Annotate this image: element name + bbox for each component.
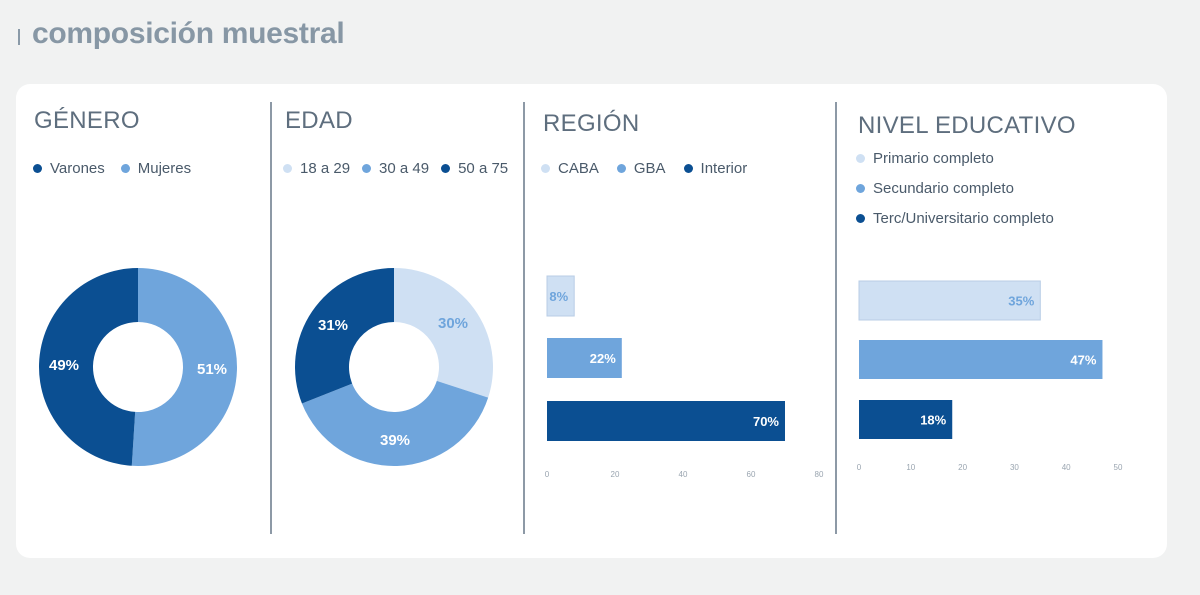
legend-item: Terc/Universitario completo — [856, 203, 1054, 233]
legend-label: GBA — [633, 160, 666, 177]
legend-swatch — [33, 164, 42, 173]
panel-divider — [270, 102, 272, 534]
legend-swatch — [283, 164, 292, 173]
legend-label: Interior — [700, 160, 748, 177]
legend-swatch — [441, 164, 451, 173]
panel-divider — [523, 102, 525, 534]
legend-swatch — [120, 164, 130, 173]
legend-item: 30 a 49 — [362, 160, 429, 177]
genero-title: GÉNERO — [34, 107, 140, 134]
legend-label: Terc/Universitario completo — [873, 209, 1054, 227]
legend-swatch — [541, 164, 550, 173]
nivel-title: NIVEL EDUCATIVO — [858, 112, 1076, 139]
legend-swatch — [362, 164, 372, 173]
page-title: composición muestral — [32, 17, 345, 50]
legend-swatch — [856, 183, 865, 193]
legend-label: CABA — [558, 160, 599, 177]
region-title: REGIÓN — [543, 110, 640, 137]
legend-swatch — [856, 213, 865, 223]
page-title-block: composición muestral — [18, 14, 345, 54]
legend-label: Varones — [50, 160, 105, 177]
legend-label: Primario completo — [873, 149, 994, 167]
legend-label: 30 a 49 — [379, 160, 430, 177]
legend-item: Primario completo — [856, 143, 1054, 173]
region-legend: CABA GBA Interior — [541, 160, 763, 177]
nivel-legend: Primario completo Secundario completo Te… — [856, 143, 1070, 233]
panel-divider — [835, 102, 837, 534]
legend-item: Varones — [33, 160, 105, 177]
edad-legend: 18 a 29 30 a 49 50 a 75 — [283, 160, 508, 177]
legend-label: Mujeres — [137, 160, 192, 177]
legend-label: 50 a 75 — [458, 160, 509, 177]
genero-legend: Varones Mujeres — [33, 160, 207, 177]
legend-swatch — [683, 164, 693, 173]
legend-item: 18 a 29 — [283, 160, 350, 177]
legend-item: CABA — [541, 160, 599, 177]
legend-label: 18 a 29 — [300, 160, 351, 177]
legend-item: 50 a 75 — [441, 160, 508, 177]
legend-item: Secundario completo — [856, 173, 1054, 203]
legend-swatch — [616, 164, 626, 173]
legend-item: GBA — [616, 160, 666, 177]
title-accent-bar — [18, 29, 20, 45]
edad-title: EDAD — [285, 107, 353, 134]
legend-swatch — [856, 153, 865, 163]
legend-item: Mujeres — [120, 160, 192, 177]
legend-label: Secundario completo — [873, 179, 1014, 197]
legend-item: Interior — [683, 160, 748, 177]
